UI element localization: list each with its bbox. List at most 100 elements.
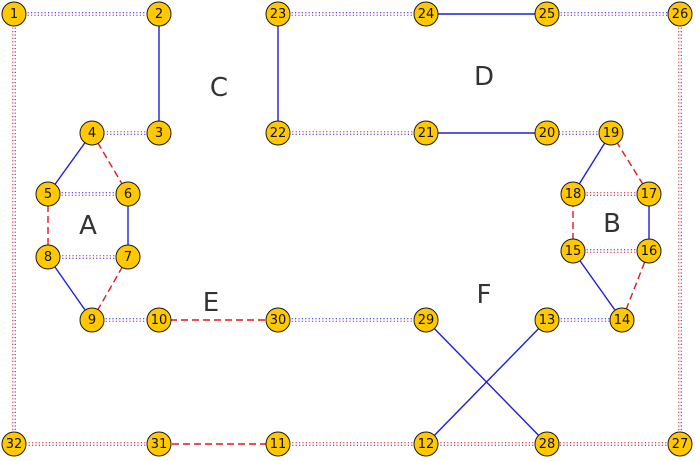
node-circle — [265, 431, 291, 457]
node-circle — [560, 238, 586, 264]
node-label: 23 — [270, 7, 287, 22]
node-22: 22 — [265, 120, 291, 146]
node-label: 16 — [641, 244, 658, 259]
edge-23-24 — [278, 12, 426, 16]
region-label-e: E — [203, 288, 219, 318]
node-label: 14 — [614, 313, 631, 328]
edge-8-9 — [47, 256, 93, 321]
edge-solid — [47, 256, 93, 321]
node-15: 15 — [560, 238, 586, 264]
node-circle — [265, 307, 291, 333]
node-11: 11 — [265, 431, 291, 457]
node-circle — [534, 1, 560, 27]
node-27: 27 — [667, 431, 693, 457]
node-label: 18 — [565, 187, 582, 202]
edge-1-2 — [14, 12, 159, 16]
node-label: 12 — [418, 437, 435, 452]
node-29: 29 — [413, 307, 439, 333]
node-13: 13 — [534, 307, 560, 333]
region-label-b: B — [603, 209, 621, 239]
node-circle — [534, 431, 560, 457]
node-circle — [1, 431, 27, 457]
edge-21-22 — [278, 131, 426, 135]
node-6: 6 — [115, 181, 141, 207]
node-circle — [79, 307, 105, 333]
edge-13-12 — [425, 319, 548, 445]
node-circle — [413, 120, 439, 146]
node-17: 17 — [636, 181, 662, 207]
node-circle — [35, 181, 61, 207]
node-9: 9 — [79, 307, 105, 333]
node-5: 5 — [35, 181, 61, 207]
region-label-a: A — [79, 211, 97, 241]
node-8: 8 — [35, 244, 61, 270]
node-32: 32 — [1, 431, 27, 457]
node-circle — [1, 1, 27, 27]
edge-4-5 — [47, 132, 93, 195]
node-circle — [560, 181, 586, 207]
node-label: 10 — [151, 313, 168, 328]
node-label: 13 — [539, 313, 556, 328]
edge-25-26 — [547, 12, 680, 16]
node-19: 19 — [598, 120, 624, 146]
node-label: 24 — [418, 7, 435, 22]
edge-28-12 — [426, 442, 547, 446]
node-circle — [146, 431, 172, 457]
node-circle — [609, 307, 635, 333]
node-label: 2 — [155, 7, 163, 22]
node-16: 16 — [636, 238, 662, 264]
edge-solid — [572, 250, 623, 321]
node-circle — [35, 244, 61, 270]
node-circle — [413, 431, 439, 457]
node-circle — [146, 307, 172, 333]
node-circle — [146, 120, 172, 146]
node-label: 21 — [418, 126, 435, 141]
region-label-c: C — [210, 73, 228, 103]
edge-12-11 — [278, 442, 426, 446]
node-4: 4 — [79, 120, 105, 146]
node-label: 26 — [672, 7, 689, 22]
node-label: 31 — [151, 437, 168, 452]
node-label: 22 — [270, 126, 287, 141]
edge-solid — [425, 319, 548, 445]
edge-30-29 — [278, 318, 426, 322]
node-2: 2 — [146, 1, 172, 27]
node-circle — [413, 1, 439, 27]
node-label: 9 — [88, 313, 96, 328]
node-24: 24 — [413, 1, 439, 27]
node-10: 10 — [146, 307, 172, 333]
node-circle — [534, 307, 560, 333]
node-14: 14 — [609, 307, 635, 333]
node-12: 12 — [413, 431, 439, 457]
node-label: 27 — [672, 437, 689, 452]
node-label: 28 — [539, 437, 556, 452]
node-label: 3 — [155, 126, 163, 141]
node-circle — [598, 120, 624, 146]
node-label: 15 — [565, 244, 582, 259]
node-circle — [667, 1, 693, 27]
node-1: 1 — [1, 1, 27, 27]
edge-15-16 — [573, 249, 649, 253]
node-label: 8 — [44, 250, 52, 265]
node-label: 20 — [539, 126, 556, 141]
node-circle — [115, 244, 141, 270]
node-circle — [534, 120, 560, 146]
node-circle — [146, 1, 172, 27]
edge-31-32 — [14, 442, 159, 446]
edge-26-27 — [678, 14, 682, 444]
node-label: 32 — [6, 437, 23, 452]
node-26: 26 — [667, 1, 693, 27]
region-label-f: F — [477, 280, 492, 310]
edge-27-28 — [547, 442, 680, 446]
node-18: 18 — [560, 181, 586, 207]
node-circle — [636, 181, 662, 207]
node-7: 7 — [115, 244, 141, 270]
node-circle — [265, 1, 291, 27]
node-circle — [413, 307, 439, 333]
node-23: 23 — [265, 1, 291, 27]
node-label: 6 — [124, 187, 132, 202]
node-circle — [265, 120, 291, 146]
region-label-layer: A B C D E F — [79, 62, 621, 318]
